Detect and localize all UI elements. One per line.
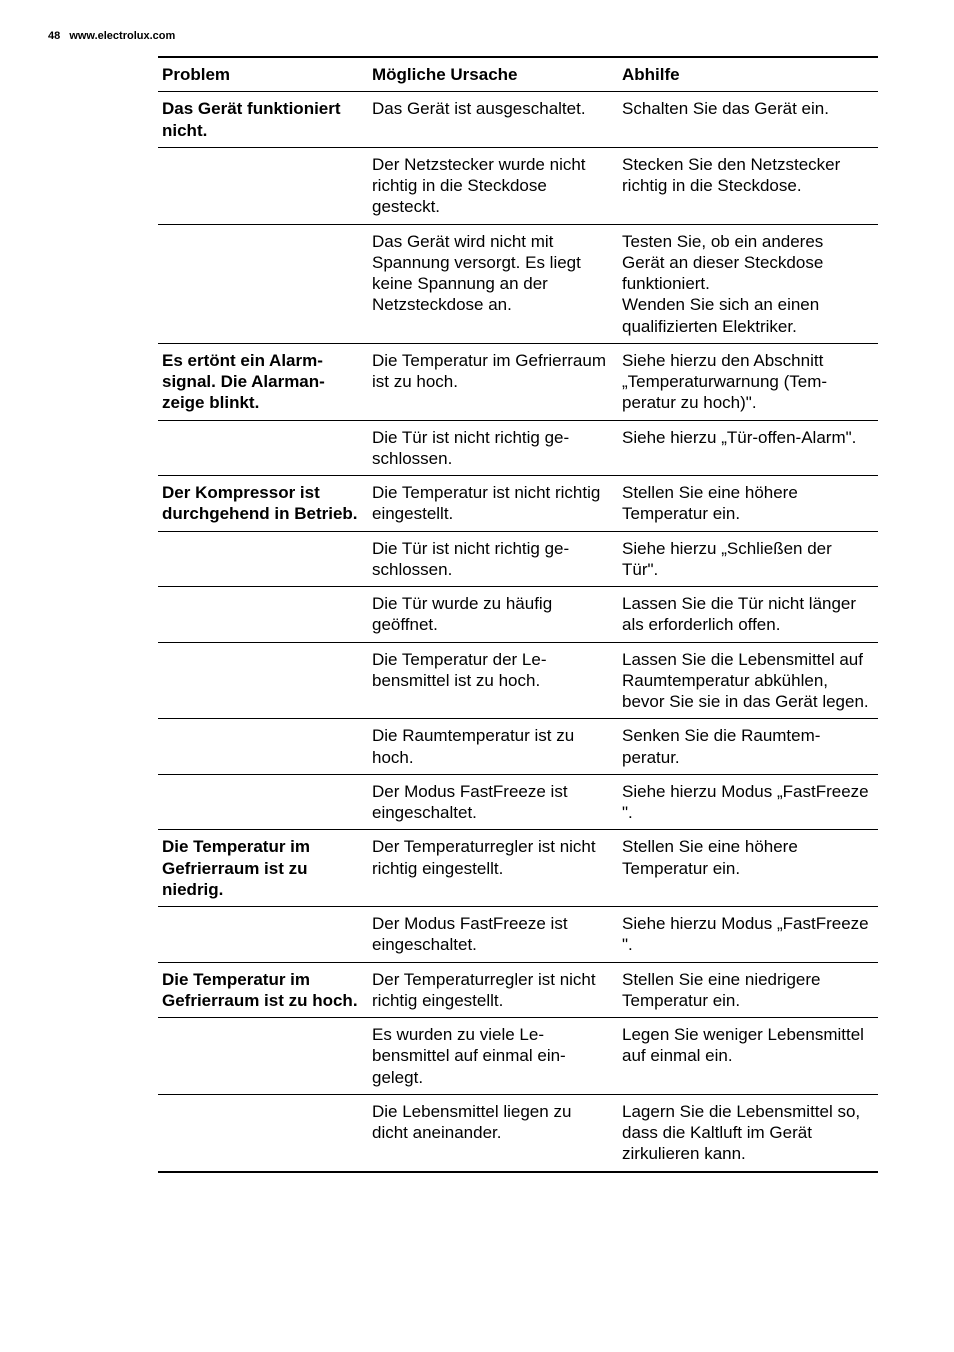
table-row: Der Kompressor ist durchgehend in Be­tri… <box>158 476 878 532</box>
cell-remedy: Lagern Sie die Lebensmittel so, dass die… <box>618 1094 878 1171</box>
table-body: Das Gerät funktio­niert nicht.Das Gerät … <box>158 92 878 1172</box>
cell-cause: Die Tür ist nicht richtig ge­schlossen. <box>368 531 618 587</box>
cell-remedy: Schalten Sie das Gerät ein. <box>618 92 878 148</box>
cell-cause: Der Modus FastFreeze ist eingeschaltet. <box>368 907 618 963</box>
cell-remedy: Legen Sie weniger Lebens­mittel auf einm… <box>618 1018 878 1095</box>
cell-remedy: Lassen Sie die Lebensmittel auf Raumtemp… <box>618 642 878 719</box>
table-row: Der Modus FastFreeze ist eingeschaltet.S… <box>158 907 878 963</box>
table-row: Das Gerät funktio­niert nicht.Das Gerät … <box>158 92 878 148</box>
cell-cause: Der Temperaturregler ist nicht richtig e… <box>368 962 618 1018</box>
cell-problem <box>158 531 368 587</box>
page-header: 48 www.electrolux.com <box>48 30 894 42</box>
cell-problem: Die Temperatur im Gefrierraum ist zu nie… <box>158 830 368 907</box>
cell-remedy: Siehe hierzu Modus „FastF­reeze ". <box>618 774 878 830</box>
table-row: Die Temperatur der Le­bensmittel ist zu … <box>158 642 878 719</box>
table-row: Die Raumtemperatur ist zu hoch.Senken Si… <box>158 719 878 775</box>
cell-problem: Das Gerät funktio­niert nicht. <box>158 92 368 148</box>
cell-problem <box>158 719 368 775</box>
cell-remedy: Stellen Sie eine niedrigere Temperatur e… <box>618 962 878 1018</box>
cell-problem: Es ertönt ein Alarm­signal. Die Alarman­… <box>158 343 368 420</box>
cell-cause: Die Temperatur im Gefrier­raum ist zu ho… <box>368 343 618 420</box>
table-row: Die Temperatur im Gefrierraum ist zu nie… <box>158 830 878 907</box>
cell-problem: Die Temperatur im Gefrierraum ist zu hoc… <box>158 962 368 1018</box>
cell-problem: Der Kompressor ist durchgehend in Be­tri… <box>158 476 368 532</box>
table-row: Der Netzstecker wurde nicht richtig in d… <box>158 147 878 224</box>
cell-remedy: Siehe hierzu „Schließen der Tür". <box>618 531 878 587</box>
cell-problem <box>158 642 368 719</box>
cell-problem <box>158 147 368 224</box>
col-cause: Mögliche Ursache <box>368 57 618 92</box>
cell-remedy: Stecken Sie den Netzste­cker richtig in … <box>618 147 878 224</box>
cell-problem <box>158 907 368 963</box>
cell-cause: Die Temperatur ist nicht richtig eingest… <box>368 476 618 532</box>
table-row: Der Modus FastFreeze ist eingeschaltet.S… <box>158 774 878 830</box>
cell-problem <box>158 587 368 643</box>
page-number: 48 <box>48 30 60 42</box>
cell-cause: Das Gerät ist ausgeschal­tet. <box>368 92 618 148</box>
cell-remedy: Siehe hierzu den Abschnitt „Temperaturwa… <box>618 343 878 420</box>
table-row: Es ertönt ein Alarm­signal. Die Alarman­… <box>158 343 878 420</box>
cell-cause: Der Netzstecker wurde nicht richtig in d… <box>368 147 618 224</box>
cell-cause: Die Tür wurde zu häufig geöffnet. <box>368 587 618 643</box>
cell-remedy: Stellen Sie eine höhere Temperatur ein. <box>618 830 878 907</box>
cell-remedy: Siehe hierzu „Tür-offen-Alarm". <box>618 420 878 476</box>
troubleshooting-table: Problem Mögliche Ursache Abhilfe Das Ger… <box>158 56 878 1173</box>
cell-cause: Die Tür ist nicht richtig ge­schlossen. <box>368 420 618 476</box>
cell-remedy: Testen Sie, ob ein anderes Gerät an dies… <box>618 224 878 343</box>
page: 48 www.electrolux.com Problem Mögliche U… <box>0 0 954 1352</box>
cell-cause: Der Temperaturregler ist nicht richtig e… <box>368 830 618 907</box>
cell-cause: Die Lebensmittel liegen zu dicht aneinan… <box>368 1094 618 1171</box>
col-remedy: Abhilfe <box>618 57 878 92</box>
cell-remedy: Siehe hierzu Modus „FastF­reeze ". <box>618 907 878 963</box>
table-row: Die Temperatur im Gefrierraum ist zu hoc… <box>158 962 878 1018</box>
cell-problem <box>158 1094 368 1171</box>
cell-cause: Die Temperatur der Le­bensmittel ist zu … <box>368 642 618 719</box>
header-url: www.electrolux.com <box>69 30 175 42</box>
cell-cause: Der Modus FastFreeze ist eingeschaltet. <box>368 774 618 830</box>
cell-remedy: Stellen Sie eine höhere Temperatur ein. <box>618 476 878 532</box>
table-row: Die Tür ist nicht richtig ge­schlossen.S… <box>158 531 878 587</box>
cell-cause: Die Raumtemperatur ist zu hoch. <box>368 719 618 775</box>
cell-problem <box>158 420 368 476</box>
table-row: Es wurden zu viele Le­bensmittel auf ein… <box>158 1018 878 1095</box>
cell-cause: Das Gerät wird nicht mit Spannung versor… <box>368 224 618 343</box>
cell-problem <box>158 774 368 830</box>
cell-problem <box>158 1018 368 1095</box>
table-row: Die Tür wurde zu häufig geöffnet.Lassen … <box>158 587 878 643</box>
table-row: Das Gerät wird nicht mit Spannung versor… <box>158 224 878 343</box>
table-header-row: Problem Mögliche Ursache Abhilfe <box>158 57 878 92</box>
table-row: Die Tür ist nicht richtig ge­schlossen.S… <box>158 420 878 476</box>
table-row: Die Lebensmittel liegen zu dicht aneinan… <box>158 1094 878 1171</box>
cell-remedy: Lassen Sie die Tür nicht länger als erfo… <box>618 587 878 643</box>
cell-problem <box>158 224 368 343</box>
cell-remedy: Senken Sie die Raumtem­peratur. <box>618 719 878 775</box>
cell-cause: Es wurden zu viele Le­bensmittel auf ein… <box>368 1018 618 1095</box>
col-problem: Problem <box>158 57 368 92</box>
